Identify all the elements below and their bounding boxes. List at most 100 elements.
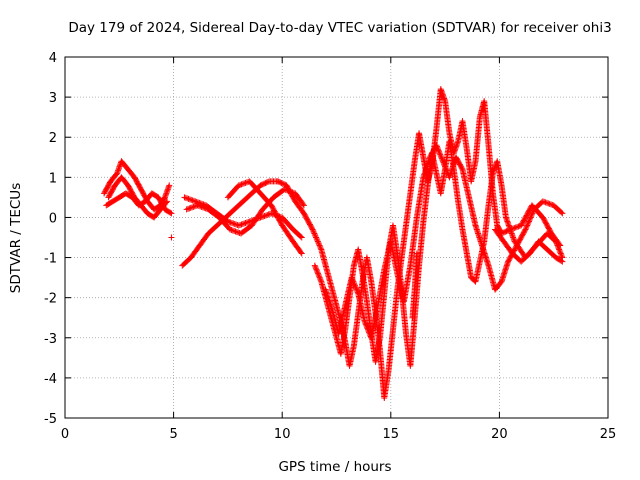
data-point <box>525 219 532 226</box>
data-point <box>275 214 282 221</box>
data-point <box>186 196 193 203</box>
data-point <box>310 227 317 234</box>
data-point <box>352 283 359 290</box>
data-point <box>441 160 448 167</box>
data-point <box>316 274 323 281</box>
data-point <box>317 277 324 284</box>
data-point <box>188 196 195 203</box>
data-point <box>189 197 196 204</box>
data-point <box>202 205 209 212</box>
data-point <box>315 271 322 278</box>
data-point <box>233 221 240 228</box>
data-point <box>273 211 280 218</box>
data-point <box>521 216 528 223</box>
data-point <box>168 234 175 241</box>
data-point <box>363 324 370 331</box>
data-point <box>186 205 193 212</box>
data-point <box>277 218 284 225</box>
data-point <box>193 198 200 205</box>
data-point <box>270 206 277 213</box>
data-point <box>363 322 370 329</box>
data-point <box>184 195 191 202</box>
data-point <box>434 144 441 151</box>
data-point <box>190 203 197 210</box>
data-point <box>541 198 548 205</box>
data-point <box>227 226 234 233</box>
data-point <box>514 223 521 230</box>
y-tick-label: 1 <box>49 171 57 186</box>
data-point <box>350 278 357 285</box>
chart-title: Day 179 of 2024, Sidereal Day-to-day VTE… <box>68 20 611 36</box>
y-tick-label: -5 <box>44 412 57 427</box>
data-point <box>553 239 560 246</box>
data-point <box>413 250 420 257</box>
data-point <box>547 201 554 208</box>
data-point <box>559 210 566 217</box>
data-point <box>168 210 175 217</box>
data-point <box>527 215 534 222</box>
data-point <box>349 277 356 284</box>
data-point <box>364 326 371 333</box>
data-point <box>238 221 245 228</box>
data-point <box>264 178 271 185</box>
data-point <box>316 242 323 249</box>
data-point <box>442 163 449 170</box>
data-point <box>527 214 534 221</box>
data-point <box>558 209 565 216</box>
data-point <box>238 181 245 188</box>
data-point <box>317 275 324 282</box>
data-point <box>443 166 450 173</box>
data-point <box>546 200 553 207</box>
data-point <box>525 218 532 225</box>
data-point <box>311 231 318 238</box>
data-point <box>187 204 194 211</box>
data-point <box>269 203 276 210</box>
y-tick-label: -4 <box>44 372 57 387</box>
data-point <box>231 220 238 227</box>
data-point <box>557 250 564 257</box>
data-point <box>231 227 238 234</box>
data-point <box>183 206 190 213</box>
data-point <box>314 237 321 244</box>
data-point <box>558 253 565 260</box>
data-point <box>243 219 250 226</box>
data-point <box>309 226 316 233</box>
data-point <box>435 146 442 153</box>
data-point <box>313 266 320 273</box>
data-point <box>350 279 357 286</box>
data-point <box>524 221 531 228</box>
data-point <box>235 182 242 189</box>
y-tick-label: -3 <box>44 332 57 347</box>
data-point <box>198 203 205 210</box>
data-point <box>542 199 549 206</box>
data-point <box>184 205 191 212</box>
data-point <box>269 204 276 211</box>
x-tick-label: 0 <box>61 427 69 442</box>
data-point <box>349 275 356 282</box>
data-point <box>522 213 529 220</box>
data-point <box>237 221 244 228</box>
data-point <box>524 209 531 216</box>
data-point <box>433 142 440 149</box>
y-tick-label: 4 <box>49 51 57 66</box>
data-point <box>555 243 562 250</box>
data-point <box>439 158 446 165</box>
data-point <box>313 267 320 274</box>
data-point <box>241 180 248 187</box>
data-point <box>348 274 355 281</box>
plot-frame <box>64 56 609 419</box>
data-point <box>442 164 449 171</box>
y-axis-label: SDTVAR / TECUs <box>8 183 24 293</box>
data-point <box>353 285 360 292</box>
x-tick-label: 20 <box>491 427 508 442</box>
data-point <box>164 198 171 205</box>
data-point <box>524 222 531 229</box>
data-point <box>522 214 529 221</box>
data-point <box>182 194 189 201</box>
data-point <box>239 220 246 227</box>
data-point <box>351 282 358 289</box>
data-point <box>242 219 249 226</box>
data-point <box>437 152 444 159</box>
data-point <box>197 203 204 210</box>
data-point <box>553 241 560 248</box>
